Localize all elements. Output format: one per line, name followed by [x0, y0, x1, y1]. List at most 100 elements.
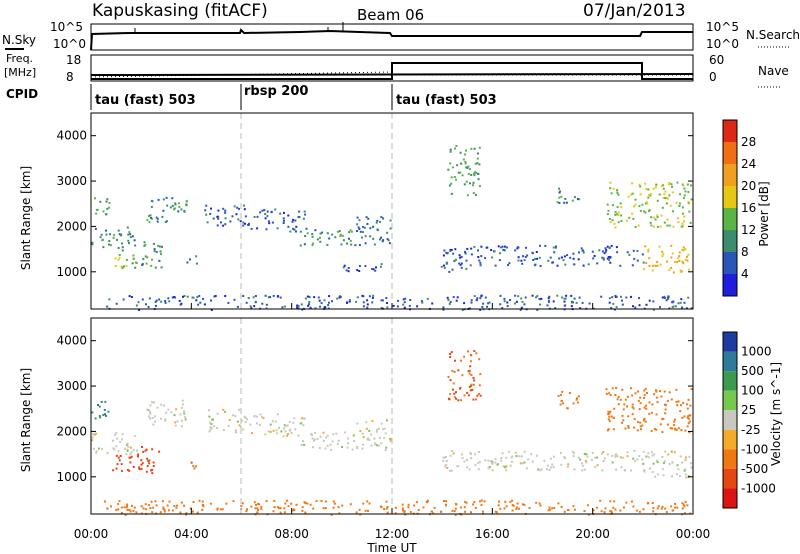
data-cell — [409, 299, 412, 301]
data-cell — [643, 419, 645, 422]
data-cell — [205, 213, 208, 216]
data-cell — [608, 297, 611, 300]
data-cell — [499, 246, 502, 249]
data-cell — [630, 500, 633, 503]
data-cell — [243, 415, 246, 418]
data-cell — [224, 211, 227, 214]
data-cell — [652, 225, 655, 228]
data-cell — [451, 509, 454, 512]
data-cell — [381, 240, 384, 243]
data-cell — [116, 437, 119, 440]
colorbar-tick: -1000 — [741, 481, 776, 495]
data-cell — [633, 449, 636, 452]
data-cell — [515, 300, 518, 303]
data-cell — [455, 178, 457, 181]
data-cell — [132, 449, 135, 452]
data-cell — [147, 460, 150, 462]
data-cell — [332, 433, 335, 436]
freq-tick-high: 18 — [66, 53, 81, 67]
data-cell — [147, 409, 150, 412]
data-cell — [466, 466, 469, 469]
data-cell — [484, 257, 487, 260]
data-cell — [478, 384, 481, 387]
data-cell — [148, 504, 151, 507]
data-cell — [358, 265, 361, 267]
data-cell — [316, 238, 319, 241]
data-cell — [449, 379, 452, 382]
data-cell — [668, 183, 671, 186]
nsky-trace — [90, 28, 693, 51]
data-cell — [690, 307, 693, 310]
data-cell — [448, 398, 451, 401]
data-cell — [673, 418, 676, 421]
data-cell — [145, 448, 148, 451]
data-cell — [348, 300, 351, 303]
nsky-panel: N.Sky 10^5 10^0 10^5 10^0 N.Search — [2, 20, 800, 51]
data-cell — [146, 465, 149, 468]
data-cell — [657, 473, 659, 476]
data-cell — [614, 210, 617, 213]
colorbar-swatch — [723, 488, 737, 508]
data-cell — [613, 222, 616, 225]
data-cell — [344, 431, 347, 434]
data-cell — [470, 253, 473, 256]
data-cell — [102, 238, 104, 241]
data-cell — [104, 413, 106, 416]
data-cell — [608, 218, 611, 220]
data-cell — [311, 242, 314, 245]
xtick-label: 20:00 — [575, 527, 610, 541]
data-cell — [468, 468, 471, 471]
data-cell — [154, 500, 157, 503]
colorbar-swatch — [723, 164, 737, 186]
data-cell — [295, 225, 298, 228]
data-cell — [134, 266, 137, 269]
data-cell — [249, 305, 252, 308]
data-cell — [670, 244, 673, 247]
station-title: Kapuskasing (fitACF) — [92, 1, 268, 21]
data-cell — [453, 396, 456, 399]
data-cell — [465, 166, 468, 169]
data-cell — [165, 411, 168, 414]
data-cell — [99, 416, 102, 419]
data-cell — [192, 510, 194, 513]
data-cell — [144, 503, 147, 506]
data-cell — [135, 511, 138, 514]
data-cell — [615, 387, 618, 389]
colorbar-swatch — [723, 332, 737, 352]
data-cell — [572, 402, 575, 405]
data-cell — [376, 444, 378, 447]
data-cell — [358, 270, 361, 272]
data-cell — [457, 399, 460, 402]
xtick-label: 00:00 — [74, 527, 109, 541]
data-cell — [647, 452, 650, 455]
data-cell — [256, 415, 258, 418]
data-cell — [487, 302, 490, 305]
data-cell — [147, 215, 150, 217]
data-cell — [503, 297, 506, 300]
data-cell — [454, 513, 457, 516]
data-cell — [619, 509, 622, 512]
data-cell — [520, 297, 523, 300]
data-cell — [531, 294, 534, 297]
data-cell — [105, 414, 107, 417]
data-cell — [439, 510, 442, 513]
data-cell — [372, 294, 375, 297]
data-cell — [601, 469, 604, 472]
data-cell — [611, 454, 614, 457]
data-cell — [171, 296, 174, 299]
data-cell — [603, 457, 606, 460]
data-cell — [592, 509, 595, 512]
data-cell — [106, 305, 109, 308]
data-cell — [470, 301, 473, 304]
data-cell — [537, 468, 540, 471]
data-cell — [274, 208, 277, 211]
data-cell — [91, 241, 94, 244]
data-cell — [644, 245, 647, 248]
data-cell — [377, 427, 380, 430]
data-cell — [272, 294, 275, 297]
data-cell — [177, 210, 180, 213]
data-cell — [509, 299, 512, 301]
data-cell — [471, 389, 474, 391]
data-cell — [595, 506, 598, 509]
